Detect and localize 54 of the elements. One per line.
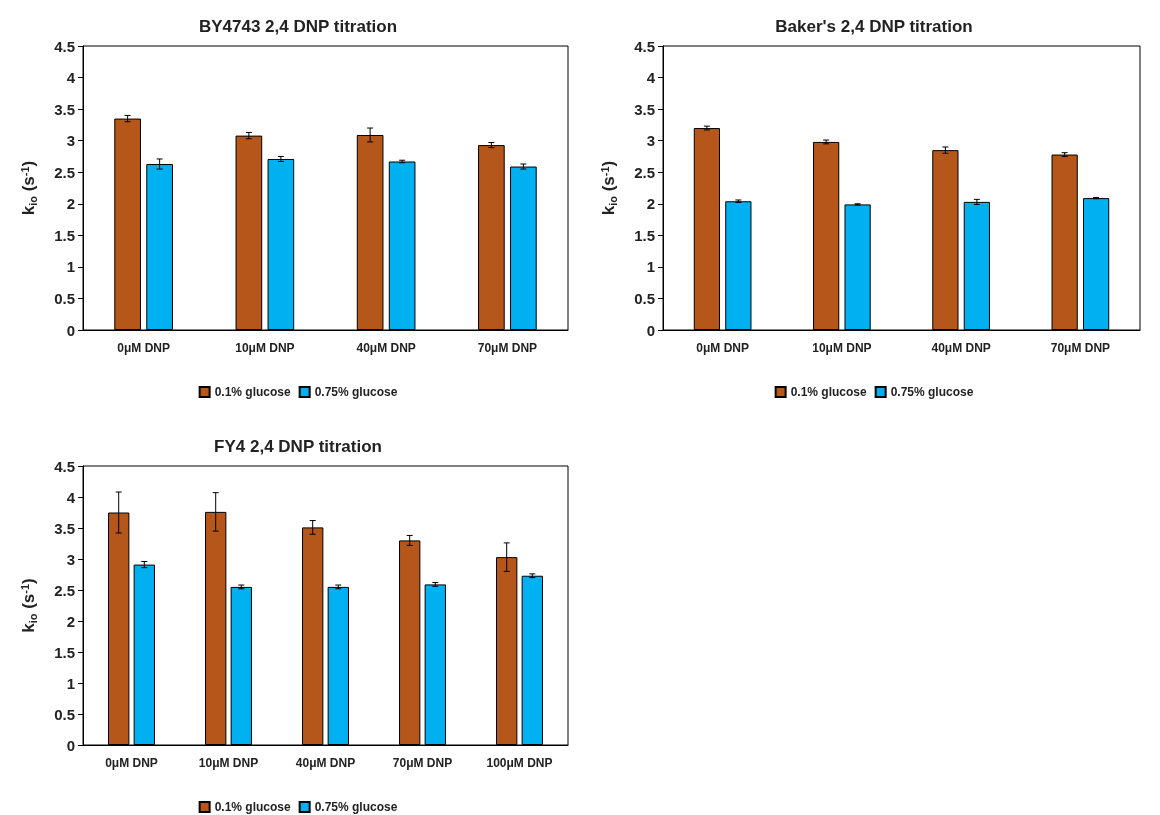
y-tick-label: 0.5 xyxy=(54,289,75,307)
x-tick-label: 10μM DNP xyxy=(198,756,259,770)
y-tick-label: 0.5 xyxy=(54,705,75,723)
y-tick-label: 2 xyxy=(66,612,75,630)
legend-label: 0.75% glucose xyxy=(890,385,974,399)
y-tick-label: 1.5 xyxy=(54,643,75,661)
x-tick-label: 10μM DNP xyxy=(235,341,295,355)
legend-label: 0.1% glucose xyxy=(214,385,291,399)
y-tick-label: 3.5 xyxy=(54,100,75,118)
y-tick-label: 3.5 xyxy=(634,100,655,118)
y-tick-label: 0.5 xyxy=(634,289,655,307)
y-tick-label: 1 xyxy=(66,674,75,692)
x-tick-label: 70μM DNP xyxy=(392,756,453,770)
legend-label: 0.75% glucose xyxy=(314,385,398,399)
y-axis-title: kio (s-1) xyxy=(598,160,619,216)
chart-title: FY4 2,4 DNP titration xyxy=(214,437,382,456)
legend-label: 0.1% glucose xyxy=(790,385,867,399)
y-tick-label: 3 xyxy=(66,132,75,150)
y-tick-label: 2.5 xyxy=(634,163,655,181)
y-tick-label: 4.5 xyxy=(634,37,655,55)
y-tick-label: 1.5 xyxy=(634,226,655,244)
legend-label: 0.1% glucose xyxy=(214,800,291,814)
x-tick-label: 40μM DNP xyxy=(356,341,416,355)
y-tick-label: 0 xyxy=(66,736,75,754)
y-tick-label: 3.5 xyxy=(54,519,75,537)
y-tick-label: 2.5 xyxy=(54,163,75,181)
x-tick-label: 10μM DNP xyxy=(812,341,872,355)
y-tick-label: 1 xyxy=(66,258,75,276)
y-tick-label: 4 xyxy=(66,488,76,506)
y-axis-title: kio (s-1) xyxy=(18,160,39,216)
x-tick-label: 0μM DNP xyxy=(117,341,170,355)
y-tick-label: 4.5 xyxy=(54,457,75,475)
y-tick-label: 0 xyxy=(66,321,75,339)
x-tick-label: 0μM DNP xyxy=(105,756,158,770)
y-tick-label: 1 xyxy=(646,258,655,276)
y-tick-label: 3 xyxy=(646,132,655,150)
y-tick-label: 4 xyxy=(646,69,656,87)
legend-label: 0.75% glucose xyxy=(314,800,398,814)
x-tick-label: 70μM DNP xyxy=(1050,341,1111,355)
y-tick-label: 2.5 xyxy=(54,581,75,599)
x-tick-label: 70μM DNP xyxy=(477,341,538,355)
y-tick-label: 0 xyxy=(646,321,655,339)
chart-title: Baker's 2,4 DNP titration xyxy=(775,17,973,36)
y-tick-label: 3 xyxy=(66,550,75,568)
chart-title: BY4743 2,4 DNP titration xyxy=(198,17,398,36)
y-tick-label: 2 xyxy=(66,195,75,213)
x-tick-label: 40μM DNP xyxy=(295,756,356,770)
x-tick-label: 40μM DNP xyxy=(931,341,991,355)
y-tick-label: 1.5 xyxy=(54,226,75,244)
x-tick-label: 100μM DNP xyxy=(486,756,553,770)
x-tick-label: 0μM DNP xyxy=(696,341,749,355)
y-tick-label: 4 xyxy=(66,69,76,87)
y-tick-label: 2 xyxy=(646,195,655,213)
y-tick-label: 4.5 xyxy=(54,37,75,55)
